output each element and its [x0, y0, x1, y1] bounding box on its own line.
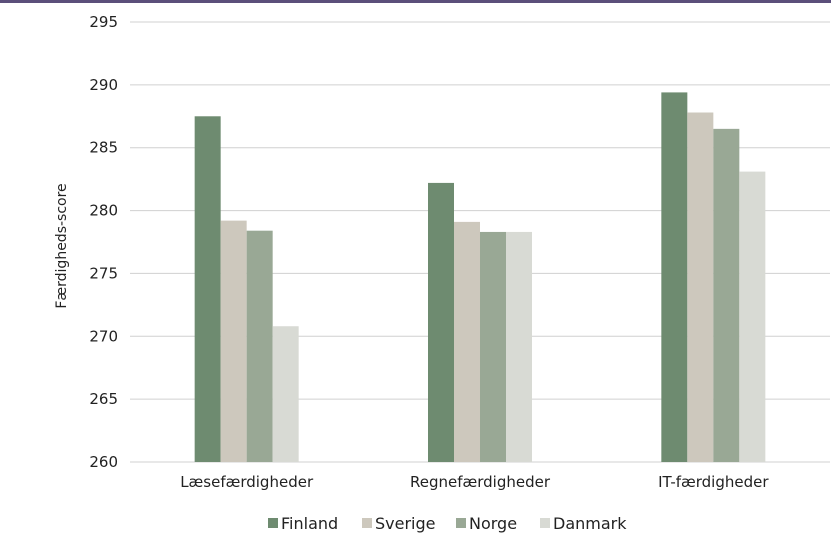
bar-danmark-0 [272, 326, 299, 462]
y-tick-label: 270 [89, 327, 118, 345]
legend-label-sverige: Sverige [375, 514, 436, 533]
y-tick-label: 290 [89, 76, 118, 94]
bar-norge-2 [713, 128, 740, 462]
legend-label-danmark: Danmark [553, 514, 627, 533]
y-tick-label: 260 [89, 453, 118, 471]
legend-swatch-sverige [362, 518, 372, 528]
legend-swatch-finland [268, 518, 278, 528]
category-label: IT-færdigheder [658, 473, 769, 491]
top-rule [0, 0, 831, 3]
bar-norge-0 [246, 230, 273, 462]
bar-norge-1 [480, 231, 506, 462]
category-label: Læsefærdigheder [180, 473, 314, 491]
y-tick-label: 285 [89, 139, 118, 157]
legend-label-norge: Norge [469, 514, 517, 533]
y-tick-label: 295 [89, 13, 118, 31]
legend-label-finland: Finland [281, 514, 338, 533]
bars [194, 92, 766, 463]
bar-danmark-2 [739, 171, 766, 462]
bar-danmark-1 [506, 231, 532, 462]
y-tick-labels: 260 265 270 275 280 285 290 295 [89, 13, 118, 471]
category-labels: Læsefærdigheder Regnefærdigheder IT-færdig… [180, 473, 769, 491]
y-tick-label: 280 [89, 202, 118, 220]
bar-finland-0 [194, 116, 221, 463]
y-axis-label: Færdigheds-score [54, 183, 70, 308]
bar-finland-2 [661, 92, 688, 463]
bar-sverige-1 [454, 221, 480, 462]
legend: Finland Sverige Norge Danmark [268, 514, 627, 533]
bar-sverige-0 [220, 220, 247, 462]
category-label: Regnefærdigheder [410, 473, 551, 491]
bar-finland-1 [428, 182, 454, 462]
y-tick-label: 265 [89, 390, 118, 408]
legend-swatch-danmark [540, 518, 550, 528]
y-tick-label: 275 [89, 264, 118, 282]
legend-swatch-norge [456, 518, 466, 528]
bar-sverige-2 [687, 112, 714, 462]
